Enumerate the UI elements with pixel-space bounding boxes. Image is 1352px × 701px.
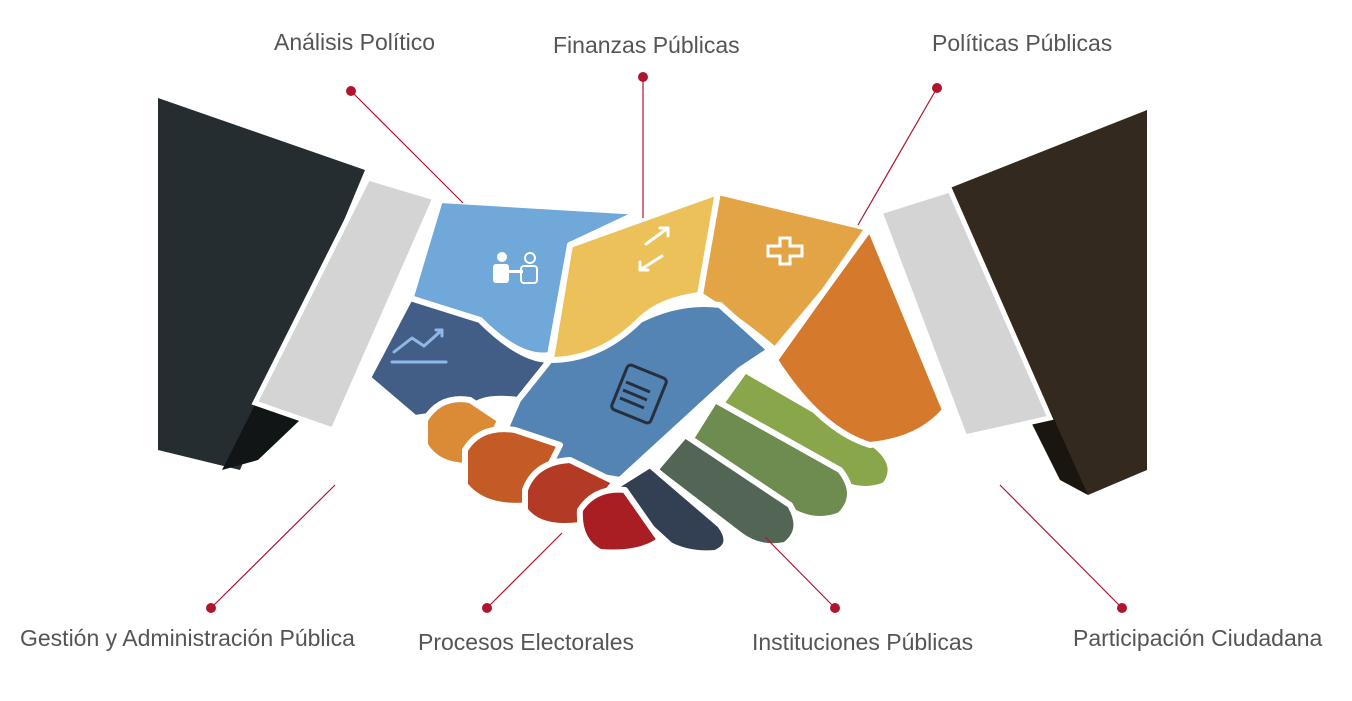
leader-line-participacion xyxy=(999,484,1123,609)
finger-navy xyxy=(607,462,730,557)
document-tablet-icon xyxy=(610,363,668,425)
left-cuff xyxy=(251,175,439,434)
finger-green-dark xyxy=(652,432,800,550)
label-participacion-ciudadana: Participación Ciudadana xyxy=(1073,625,1323,651)
label-politicas-publicas: Políticas Públicas xyxy=(932,30,1113,56)
right-cuff xyxy=(876,186,1054,440)
medical-cross-icon xyxy=(766,236,804,266)
leader-dot-analisis xyxy=(346,86,356,96)
label-procesos-electorales: Procesos Electorales xyxy=(418,629,635,655)
finger-red xyxy=(576,486,663,556)
left-sleeve xyxy=(158,98,365,470)
leader-line-analisis xyxy=(350,90,464,204)
right-sleeve-shadow xyxy=(1030,410,1088,495)
leader-line-instituciones xyxy=(764,536,836,609)
label-analisis-politico: Análisis Político xyxy=(274,29,436,55)
exchange-arrows-icon xyxy=(638,226,670,272)
label-instituciones-publicas: Instituciones Públicas xyxy=(752,629,974,655)
leader-dot-participacion xyxy=(1117,603,1127,613)
leader-line-politicas xyxy=(857,87,938,226)
label-finanzas-publicas: Finanzas Públicas xyxy=(553,32,740,58)
leader-dot-procesos xyxy=(482,603,492,613)
label-gestion-administracion: Gestión y Administración Pública xyxy=(20,625,355,651)
puzzle-central-blue xyxy=(502,301,773,483)
leader-line-procesos xyxy=(486,532,563,609)
leader-dot-gestion xyxy=(206,603,216,613)
leader-line-gestion xyxy=(210,484,336,609)
leader-dot-instituciones xyxy=(830,603,840,613)
right-sleeve xyxy=(950,110,1147,495)
puzzle-orange-right xyxy=(772,225,948,448)
leader-dot-finanzas xyxy=(638,72,648,82)
trend-chart-icon xyxy=(390,328,448,364)
people-meeting-icon xyxy=(493,252,538,284)
leader-dot-politicas xyxy=(932,83,942,93)
